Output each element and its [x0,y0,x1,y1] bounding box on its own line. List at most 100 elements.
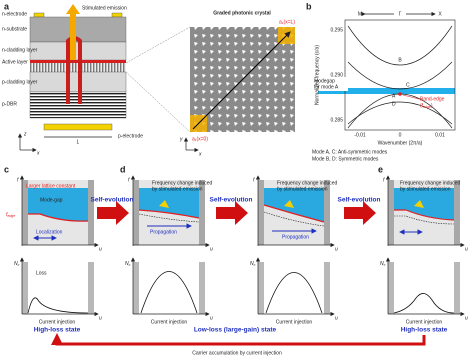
axis-label: Nc [380,261,386,267]
axis-label: Nc [14,261,20,267]
band-edge-pointer [402,94,420,100]
boundary-strip [133,262,139,314]
axis-label: Nc [125,261,131,267]
x-tick-label: 0.01 [435,132,445,138]
mode-gap [28,188,88,222]
boundary-strip [454,262,460,314]
mode-gap [394,188,454,220]
boundary-strip [324,180,330,245]
layer-label: p-DBR [2,101,17,107]
loss-curve [393,293,455,314]
layer-label: p-electrode [118,133,143,139]
evolution-label: Self-evolution [91,197,134,204]
panel-c: f u Nc u [14,175,102,321]
caption: Mode B, D: Symmetric modes [312,156,379,162]
axis-label: x [36,150,40,156]
axis-label: u [99,246,102,252]
emission-spot [284,200,294,208]
annotation: Loss [36,270,47,276]
y-tick-label: 0.285 [330,117,343,123]
band-d [347,101,453,125]
layer-label: n-cladding layer [2,47,38,53]
boundary-strip [258,180,264,245]
layer-label: n-electrode [2,11,27,17]
annotation: Propagation [150,229,177,235]
boundary-strip [88,262,94,314]
zoom-line [125,26,191,64]
subscript: c [18,263,20,267]
y-tick-label: 0.295 [330,27,343,33]
panel-c-texts: Larger lattice constant Mode-gap fedge L… [6,183,81,333]
band-edge-label: Band-edge [420,96,445,102]
modegap-box [312,77,348,91]
band-edge-point [398,92,402,96]
band-edge-symbol: (fedge) [420,103,433,109]
axis-label: u [335,315,338,321]
annotation: Frequency change induced [400,180,461,186]
loss-curve [27,297,89,314]
band-b [347,25,453,66]
modegap-label: Modegap [314,78,335,84]
symbol: ) [431,103,433,109]
emission-arrow [66,4,80,60]
evolution-arrow [216,201,248,225]
axis-label: u [465,246,468,252]
subscript: c [384,263,386,267]
lattice-label: a₁(x=L) [279,19,295,25]
axis-label: Nc [250,261,256,267]
symbol: N [380,261,384,267]
band-c [347,61,453,90]
annotation: by stimulated emission [152,186,203,192]
x-axis-label: Current injection [406,319,443,325]
crystal-title: Graded photonic crystal [213,10,271,16]
loss-curve [265,272,323,314]
panel-a: a Stimulated emission n-electrode n-subs… [2,1,295,157]
plot-frame [344,19,456,131]
previous-edge [138,213,200,223]
subscript: edge [7,214,15,218]
panel-label: b [306,1,312,11]
annotation: Propagation [282,234,309,240]
boundary-strip [388,180,394,245]
symbol: (f [420,103,424,109]
direction: X [438,11,442,17]
mode-label: D [392,101,396,107]
direction: M [358,11,362,17]
symbol: N [14,261,18,267]
axis-label: y [179,136,183,142]
panel-d-texts: Frequency change induced by stimulated e… [150,180,338,333]
state-label: High-loss state [34,327,81,334]
evolution-arrow [97,201,129,225]
annotation: Frequency change induced [152,180,213,186]
modegap-band [318,88,455,94]
boundary-strip [388,262,394,314]
band-edge-curve [138,209,200,219]
subscript: c [254,263,256,267]
n-electrode-pad [111,12,123,18]
annotation: Stimulated emission [82,5,127,11]
band-edge-curve [263,204,325,223]
previous-edge [394,215,455,225]
gradient-arrow [192,31,291,130]
y-axis-label: Normalized frequency (c/a) [314,45,320,105]
panel-label: d [120,164,126,174]
boundary-strip [454,180,460,245]
emission-spot [159,200,169,208]
layer-label: Active layer [2,59,28,65]
symbol: f [6,212,8,218]
panel-label: a [4,1,10,11]
annotation: by stimulated emission [400,186,451,192]
previous-edge [263,211,325,227]
panel-d-later: f u Nc u [250,175,338,321]
caption: Mode A, C: Anti-symmetric modes [312,149,388,155]
mode-label: B [398,57,402,63]
axis-label: u [99,315,102,321]
y-tick-label: 0.290 [330,72,343,78]
mode-gap [139,188,199,218]
panel-b: b M Γ X B C A D Modegap for mode A Band-… [306,1,456,162]
state-label: High-loss state [401,327,448,334]
loss-curve [140,271,198,314]
x-axis-label: Current injection [39,319,76,325]
axis-label: f [128,177,130,183]
